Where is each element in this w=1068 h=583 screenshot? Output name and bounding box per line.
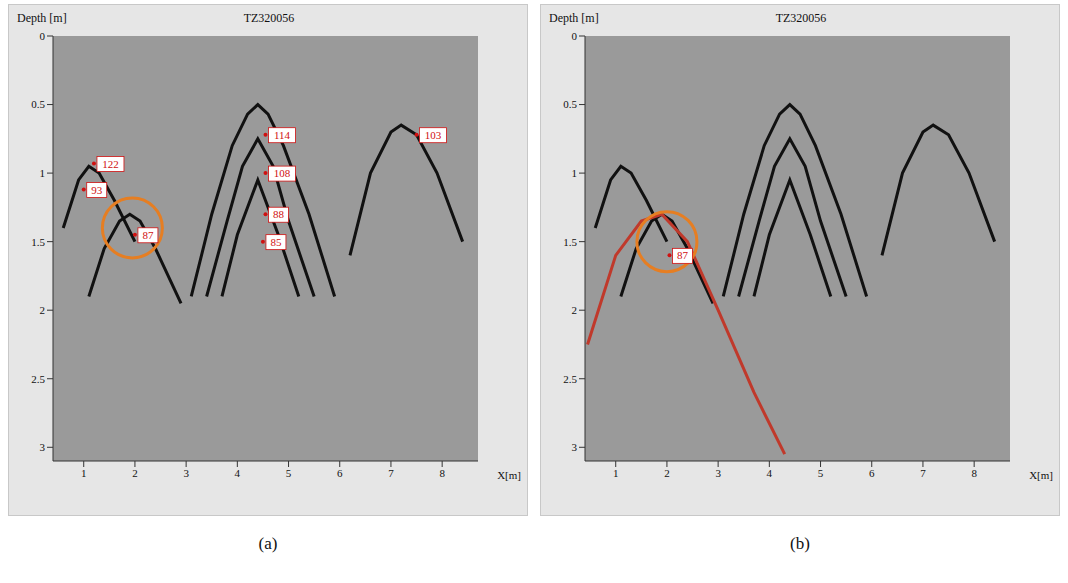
svg-text:88: 88 bbox=[273, 208, 285, 220]
html-text:(a): (a) bbox=[258, 534, 278, 553]
svg-text:5: 5 bbox=[818, 467, 824, 479]
svg-text:103: 103 bbox=[425, 129, 442, 141]
svg-text:3: 3 bbox=[183, 467, 189, 479]
svg-text:0.5: 0.5 bbox=[31, 98, 45, 110]
svg-text:3: 3 bbox=[715, 467, 721, 479]
svg-text:5: 5 bbox=[286, 467, 292, 479]
svg-text:0: 0 bbox=[40, 31, 46, 42]
svg-text:122: 122 bbox=[102, 158, 119, 170]
svg-text:2.5: 2.5 bbox=[563, 373, 577, 385]
svg-text:87: 87 bbox=[142, 229, 154, 241]
svg-text:6: 6 bbox=[869, 467, 875, 479]
svg-text:4: 4 bbox=[767, 467, 773, 479]
svg-text:0: 0 bbox=[572, 31, 578, 42]
svg-text:7: 7 bbox=[920, 467, 926, 479]
svg-text:114: 114 bbox=[274, 129, 291, 141]
svg-text:85: 85 bbox=[270, 236, 282, 248]
svg-text:3: 3 bbox=[40, 441, 46, 453]
svg-text:1: 1 bbox=[81, 467, 87, 479]
svg-text:108: 108 bbox=[274, 167, 291, 179]
html-text:(b): (b) bbox=[790, 534, 810, 553]
svg-text:1.5: 1.5 bbox=[563, 236, 577, 248]
svg-text:4: 4 bbox=[235, 467, 241, 479]
svg-text:1.5: 1.5 bbox=[31, 236, 45, 248]
svg-text:87: 87 bbox=[677, 249, 689, 261]
svg-text:2: 2 bbox=[572, 304, 578, 316]
svg-text:3: 3 bbox=[572, 441, 578, 453]
svg-text:8: 8 bbox=[439, 467, 445, 479]
svg-text:7: 7 bbox=[388, 467, 394, 479]
svg-text:93: 93 bbox=[91, 184, 103, 196]
svg-text:2: 2 bbox=[132, 467, 138, 479]
svg-text:1: 1 bbox=[613, 467, 619, 479]
html-text:TZ320056: TZ320056 bbox=[775, 11, 827, 25]
html-text:X[m]: X[m] bbox=[497, 469, 521, 481]
svg-text:6: 6 bbox=[337, 467, 343, 479]
svg-text:0.5: 0.5 bbox=[563, 98, 577, 110]
svg-text:2: 2 bbox=[664, 467, 670, 479]
html-text:X[m]: X[m] bbox=[1029, 469, 1053, 481]
html-text:Depth [m]: Depth [m] bbox=[17, 11, 67, 25]
svg-text:8: 8 bbox=[971, 467, 977, 479]
svg-text:2.5: 2.5 bbox=[31, 373, 45, 385]
html-text:TZ320056: TZ320056 bbox=[243, 11, 295, 25]
svg-text:1: 1 bbox=[40, 167, 46, 179]
html-text:Depth [m]: Depth [m] bbox=[549, 11, 599, 25]
svg-text:2: 2 bbox=[40, 304, 46, 316]
svg-text:1: 1 bbox=[572, 167, 578, 179]
